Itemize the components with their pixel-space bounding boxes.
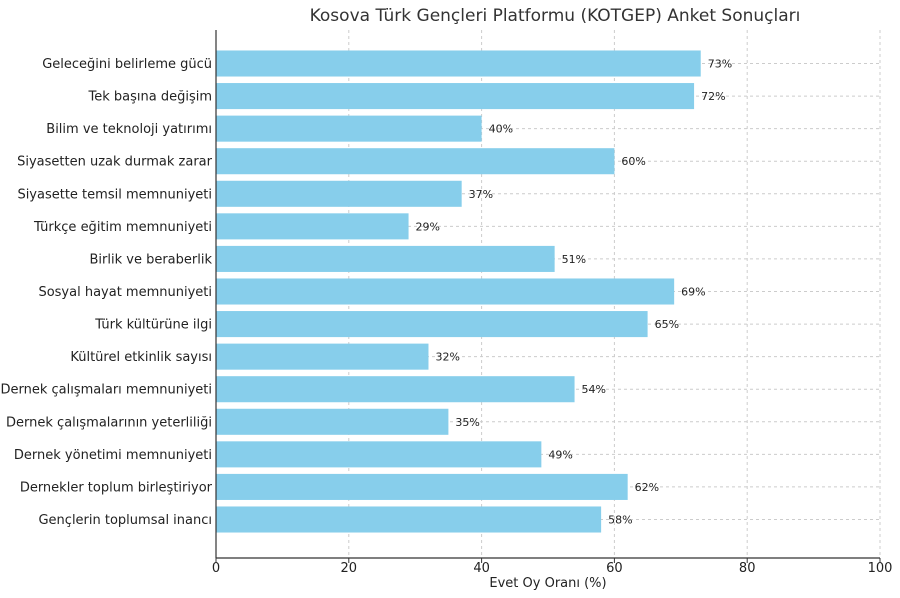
bar-value-label: 40%: [489, 123, 513, 136]
bar: [216, 278, 675, 305]
category-label: Dernek çalışmalarının yeterliliği: [6, 415, 212, 430]
bar-value-label: 69%: [681, 286, 705, 299]
bar: [216, 376, 575, 403]
category-label: Sosyal hayat memnuniyeti: [38, 285, 212, 300]
category-label: Geleceğini belirleme gücü: [42, 57, 212, 72]
bar: [216, 50, 701, 77]
x-tick-label: 0: [212, 561, 220, 576]
category-label: Siyasette temsil memnuniyeti: [17, 187, 212, 202]
x-axis-title: Evet Oy Oranı (%): [489, 576, 606, 591]
category-label: Kültürel etkinlik sayısı: [70, 350, 212, 365]
x-tick-label: 40: [473, 561, 490, 576]
bar: [216, 148, 615, 175]
bar-value-label: 32%: [435, 351, 459, 364]
bar-value-label: 29%: [416, 220, 440, 233]
category-label: Tek başına değişim: [88, 90, 213, 105]
bar: [216, 473, 628, 500]
bar-value-label: 58%: [608, 514, 632, 527]
bar-value-label: 65%: [655, 318, 679, 331]
category-label: Türkçe eğitim memnuniyeti: [33, 220, 212, 235]
x-tick-label: 80: [739, 561, 756, 576]
bar: [216, 115, 482, 142]
bar-value-label: 35%: [455, 416, 479, 429]
bar: [216, 441, 542, 468]
category-label: Gençlerin toplumsal inancı: [38, 513, 212, 528]
bar: [216, 245, 555, 272]
category-labels: Geleceğini belirleme gücü Tek başına deği…: [1, 57, 213, 528]
bar-value-label: 49%: [548, 448, 572, 461]
bar: [216, 213, 409, 240]
category-label: Dernekler toplum birleştiriyor: [20, 480, 213, 495]
category-label: Türk kültürüne ilgi: [94, 318, 212, 333]
value-labels: 73% 72% 40% 60% 37% 29% 51% 69% 65% 32% 54% 35% 49% 6…: [416, 58, 733, 527]
bar: [216, 180, 462, 207]
bar: [216, 83, 695, 110]
bar-value-label: 51%: [562, 253, 586, 266]
category-label: Dernek yönetimi memnuniyeti: [14, 448, 212, 463]
x-tick-label: 60: [606, 561, 623, 576]
x-axis-ticks: 0 20 40 60 80 100: [212, 558, 893, 576]
bar-series: [216, 50, 701, 533]
x-tick-label: 20: [341, 561, 358, 576]
bar: [216, 311, 648, 338]
category-label: Birlik ve beraberlik: [90, 252, 213, 267]
bar-value-label: 60%: [621, 155, 645, 168]
category-label: Siyasetten uzak durmak zarar: [17, 155, 213, 170]
bar-value-label: 37%: [469, 188, 493, 201]
chart-title: Kosova Türk Gençleri Platformu (KOTGEP) …: [310, 6, 801, 26]
bar-value-label: 72%: [701, 90, 725, 103]
bar: [216, 408, 449, 435]
category-label: Bilim ve teknoloji yatırımı: [46, 122, 212, 137]
bar-value-label: 54%: [582, 383, 606, 396]
bar: [216, 343, 429, 370]
x-tick-label: 100: [868, 561, 893, 576]
bar: [216, 506, 602, 533]
bar-value-label: 62%: [635, 481, 659, 494]
bar-value-label: 73%: [708, 58, 732, 71]
category-label: Dernek çalışmaları memnuniyeti: [1, 383, 213, 398]
